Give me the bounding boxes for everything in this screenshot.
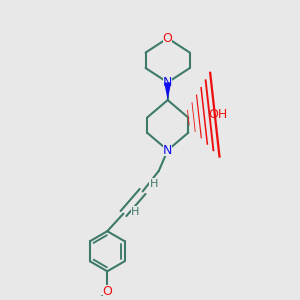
Text: H: H [150, 179, 158, 189]
Text: O: O [163, 32, 172, 45]
Text: H: H [131, 207, 140, 217]
Text: OH: OH [208, 108, 227, 121]
Text: N: N [163, 144, 172, 157]
Bar [103, 285, 112, 297]
Polygon shape [164, 82, 171, 100]
Bar [163, 32, 172, 44]
Bar [163, 144, 172, 156]
Text: N: N [163, 76, 172, 89]
Bar [149, 178, 158, 190]
Bar [210, 109, 226, 121]
Bar [130, 206, 140, 218]
Bar [163, 76, 172, 88]
Text: O: O [102, 284, 112, 298]
